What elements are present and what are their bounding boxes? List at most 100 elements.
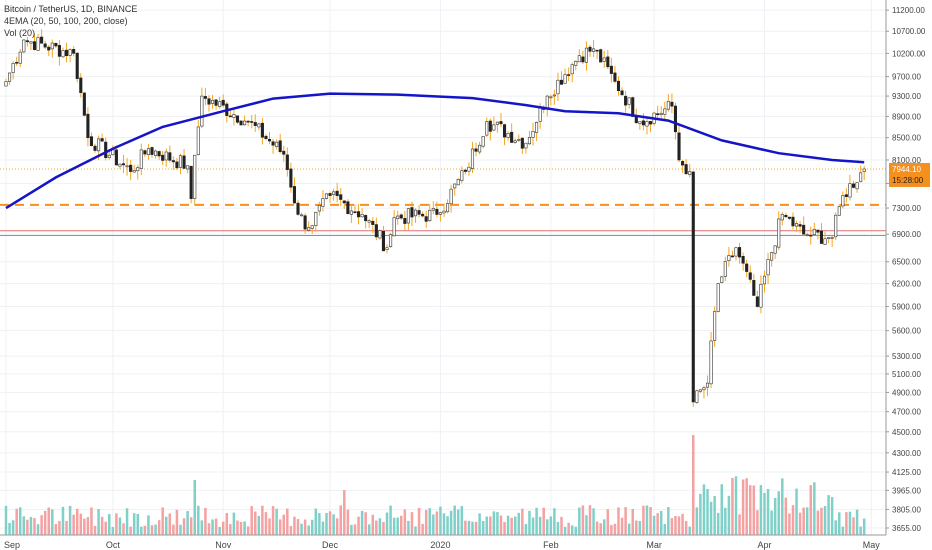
volume-bar <box>659 510 663 535</box>
volume-bar <box>727 495 731 535</box>
volume-bar <box>389 505 392 535</box>
volume-bar <box>357 516 360 535</box>
candle-body <box>517 139 521 141</box>
volume-bar <box>115 513 118 535</box>
price-axis[interactable]: 3655.00 3805.00 3965.00 4125.00 4300.00 4500.… <box>885 0 926 535</box>
candle-body <box>634 116 638 124</box>
volume-bar <box>150 525 154 535</box>
candle-body <box>25 40 29 43</box>
volume-bar <box>446 516 449 535</box>
candle-body <box>752 280 756 296</box>
volume-bar <box>513 516 517 535</box>
candle-body <box>481 136 485 147</box>
candle-body <box>802 224 806 235</box>
volume-bar <box>610 524 613 535</box>
volume-bar <box>164 516 168 535</box>
price-tick-label: 4700.00 <box>892 408 921 417</box>
candle-body <box>356 211 361 218</box>
volume-bar <box>364 512 367 535</box>
candle-body <box>125 165 129 168</box>
volume-bar <box>182 518 186 535</box>
time-tick-label: Nov <box>215 540 232 550</box>
volume-bar <box>524 523 528 535</box>
candle-body <box>467 166 471 172</box>
volume-bar <box>40 515 43 535</box>
time-tick-label: Dec <box>322 540 339 550</box>
volume-bar <box>706 489 709 535</box>
candle-body <box>100 138 104 142</box>
volume-bar <box>307 525 310 535</box>
volume-bar <box>734 476 738 535</box>
candle-body <box>267 138 272 142</box>
candle-body <box>389 234 393 247</box>
candle-body <box>221 99 225 106</box>
candle-body <box>602 57 606 62</box>
candle-body <box>563 74 567 84</box>
volume-bar <box>325 512 328 535</box>
volume-bar <box>236 520 239 535</box>
volume-bar <box>83 518 86 535</box>
candle-body <box>349 210 353 215</box>
price-tick-label: 4300.00 <box>892 449 921 458</box>
candle-body <box>374 224 378 238</box>
volume-bar <box>702 484 706 535</box>
volume-bar <box>745 478 748 535</box>
volume-bar <box>271 506 275 535</box>
price-tick-label: 6900.00 <box>892 230 921 239</box>
candle-body <box>684 164 688 175</box>
candle-body <box>168 152 172 161</box>
volume-bar <box>699 493 702 535</box>
time-tick-label: Feb <box>543 540 559 550</box>
candle-body <box>335 190 339 197</box>
time-axis[interactable]: Sep Oct Nov Dec 2020 Feb Mar Apr May <box>0 534 886 550</box>
candle-body <box>292 186 296 204</box>
volume-bar <box>542 507 545 535</box>
volume-bar <box>421 523 424 535</box>
volume-bar <box>136 513 140 535</box>
ema-indicator-label[interactable]: 4EMA (20, 50, 100, 200, close) <box>4 16 128 26</box>
volume-bar <box>221 521 225 535</box>
candle-body <box>178 155 183 168</box>
volume-bar <box>538 516 542 535</box>
volume-bar <box>781 478 784 535</box>
candle-body <box>513 140 517 143</box>
volume-bar <box>168 513 172 535</box>
volume-bar <box>549 516 553 535</box>
volume-bar <box>428 508 432 535</box>
volume-bar <box>246 526 250 535</box>
candle-body <box>275 141 279 147</box>
candle-body <box>346 201 350 215</box>
candle-body <box>673 105 678 133</box>
candle-body <box>157 151 161 157</box>
candle-body <box>193 154 197 199</box>
volume-bar <box>649 506 652 535</box>
volume-bar <box>275 508 278 535</box>
symbol-title[interactable]: Bitcoin / TetherUS, 1D, BINANCE <box>4 4 138 14</box>
candle-body <box>314 211 318 227</box>
candle-body <box>527 137 532 145</box>
candle-body <box>794 223 799 227</box>
candle-body <box>97 138 101 152</box>
candle-body <box>132 170 136 173</box>
ema-line <box>5 92 865 210</box>
last-price-value: 7944.10 <box>892 165 921 174</box>
candle-body <box>22 39 26 53</box>
volume-bar <box>350 524 353 535</box>
volume-bar <box>485 516 488 535</box>
volume-indicator-label[interactable]: Vol (20) <box>4 28 36 38</box>
candle-body <box>574 61 578 66</box>
candle-body <box>342 200 346 204</box>
candle-body <box>196 126 200 155</box>
candle-body <box>282 150 286 155</box>
volume-bar <box>481 521 485 535</box>
candle-body <box>823 238 827 245</box>
volume-bar <box>613 523 617 535</box>
candle-body <box>392 217 396 237</box>
volume-bar <box>489 516 492 535</box>
candle-body <box>666 101 670 110</box>
volume-bar <box>521 508 524 535</box>
volume-bar <box>175 509 179 535</box>
candle-body <box>716 283 720 312</box>
last-price-tag-box <box>889 162 930 187</box>
